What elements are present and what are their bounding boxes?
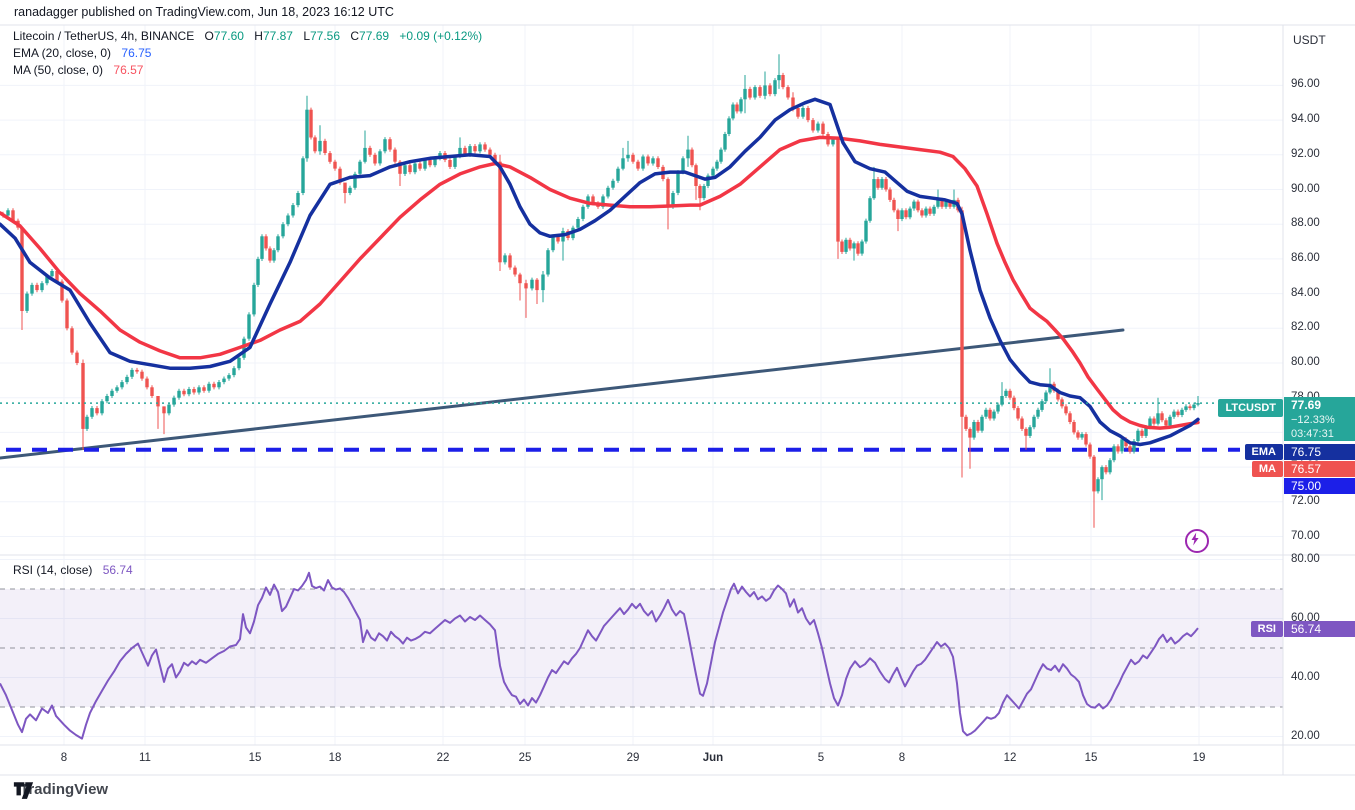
time-axis-label: 29 — [626, 752, 640, 764]
rsi-pill: RSI — [1250, 621, 1283, 637]
price-axis-label: 88.00 — [1291, 217, 1320, 230]
time-axis-label: Jun — [702, 752, 724, 764]
bar-countdown: 03:47:31 — [1291, 428, 1334, 440]
price-axis-label: 90.00 — [1291, 182, 1320, 195]
last-price-change: −12.33% — [1291, 414, 1335, 426]
high-label: H — [254, 29, 263, 43]
axis-currency-label: USDT — [1293, 33, 1326, 47]
brand-name: TradingView — [20, 781, 109, 798]
high-value: 77.87 — [262, 29, 293, 43]
flash-idea-button[interactable] — [1185, 529, 1209, 553]
ema-row[interactable]: EMA (20, close, 0) 76.75 — [13, 45, 482, 62]
time-axis-label: 22 — [436, 752, 450, 764]
ma-pill: MA — [1251, 461, 1283, 477]
last-price-value: 77.69 — [1291, 398, 1322, 412]
close-value: 77.69 — [359, 29, 390, 43]
time-axis-label: 18 — [328, 752, 342, 764]
time-axis-label: 12 — [1003, 752, 1017, 764]
price-axis-label: 86.00 — [1291, 251, 1320, 264]
ema-pill: EMA — [1244, 444, 1283, 460]
symbol-price-pill: LTCUSDT — [1218, 399, 1283, 417]
rsi-axis-label: 40.00 — [1291, 670, 1320, 683]
brand-footer[interactable]: TradingView — [13, 781, 109, 799]
price-axis-label: 72.00 — [1291, 494, 1320, 507]
time-axis-label: 19 — [1192, 752, 1206, 764]
time-axis-label: 11 — [139, 752, 151, 764]
low-label: L — [303, 29, 310, 43]
price-axis-label: 80.00 — [1291, 356, 1320, 368]
ma-label: MA (50, close, 0) — [13, 63, 104, 77]
time-axis-label: 25 — [518, 752, 532, 764]
price-axis-label: 70.00 — [1291, 529, 1320, 542]
low-value: 77.56 — [310, 29, 341, 43]
close-label: C — [350, 29, 360, 43]
ma-row[interactable]: MA (50, close, 0) 76.57 — [13, 62, 482, 79]
time-axis-label: 8 — [898, 752, 906, 764]
lightning-icon — [1191, 532, 1199, 546]
ema-price-badge: 76.75 — [1284, 444, 1355, 460]
rsi-axis-label: 80.00 — [1291, 552, 1320, 565]
price-axis-label: 84.00 — [1291, 286, 1320, 299]
open-value: 77.60 — [213, 29, 244, 43]
time-axis-label: 8 — [60, 752, 68, 764]
ema-value: 76.75 — [121, 46, 152, 60]
ma-value: 76.57 — [113, 63, 144, 77]
time-axis-label: 15 — [1084, 752, 1098, 764]
change-value: +0.09 (+0.12%) — [399, 29, 483, 43]
time-axis-label: 5 — [817, 752, 825, 764]
price-axis-label: 94.00 — [1291, 113, 1320, 126]
attribution-text: ranadagger published on TradingView.com,… — [14, 5, 394, 19]
symbol-row[interactable]: Litecoin / TetherUS, 4h, BINANCE O77.60 … — [13, 28, 482, 45]
symbol-title: Litecoin / TetherUS, 4h, BINANCE — [13, 29, 195, 43]
open-label: O — [204, 29, 214, 43]
ma-price-badge: 76.57 — [1284, 461, 1355, 477]
price-axis-label: 82.00 — [1291, 321, 1320, 334]
level-price-badge: 75.00 — [1284, 478, 1355, 494]
time-axis-label: 15 — [248, 752, 262, 764]
rsi-value-badge: 56.74 — [1284, 621, 1355, 637]
rsi-label: RSI (14, close) — [13, 563, 93, 577]
ema-label: EMA (20, close, 0) — [13, 46, 112, 60]
main-legend: Litecoin / TetherUS, 4h, BINANCE O77.60 … — [13, 28, 482, 79]
rsi-axis-label: 60.00 — [1291, 611, 1320, 624]
rsi-axis-label: 20.00 — [1291, 729, 1320, 742]
price-axis-label: 92.00 — [1291, 147, 1320, 160]
last-price-badge: 77.69 −12.33% 03:47:31 — [1284, 397, 1355, 441]
rsi-value: 56.74 — [102, 563, 133, 577]
price-axis-label: 96.00 — [1291, 78, 1320, 91]
rsi-legend[interactable]: RSI (14, close) 56.74 — [13, 563, 133, 577]
